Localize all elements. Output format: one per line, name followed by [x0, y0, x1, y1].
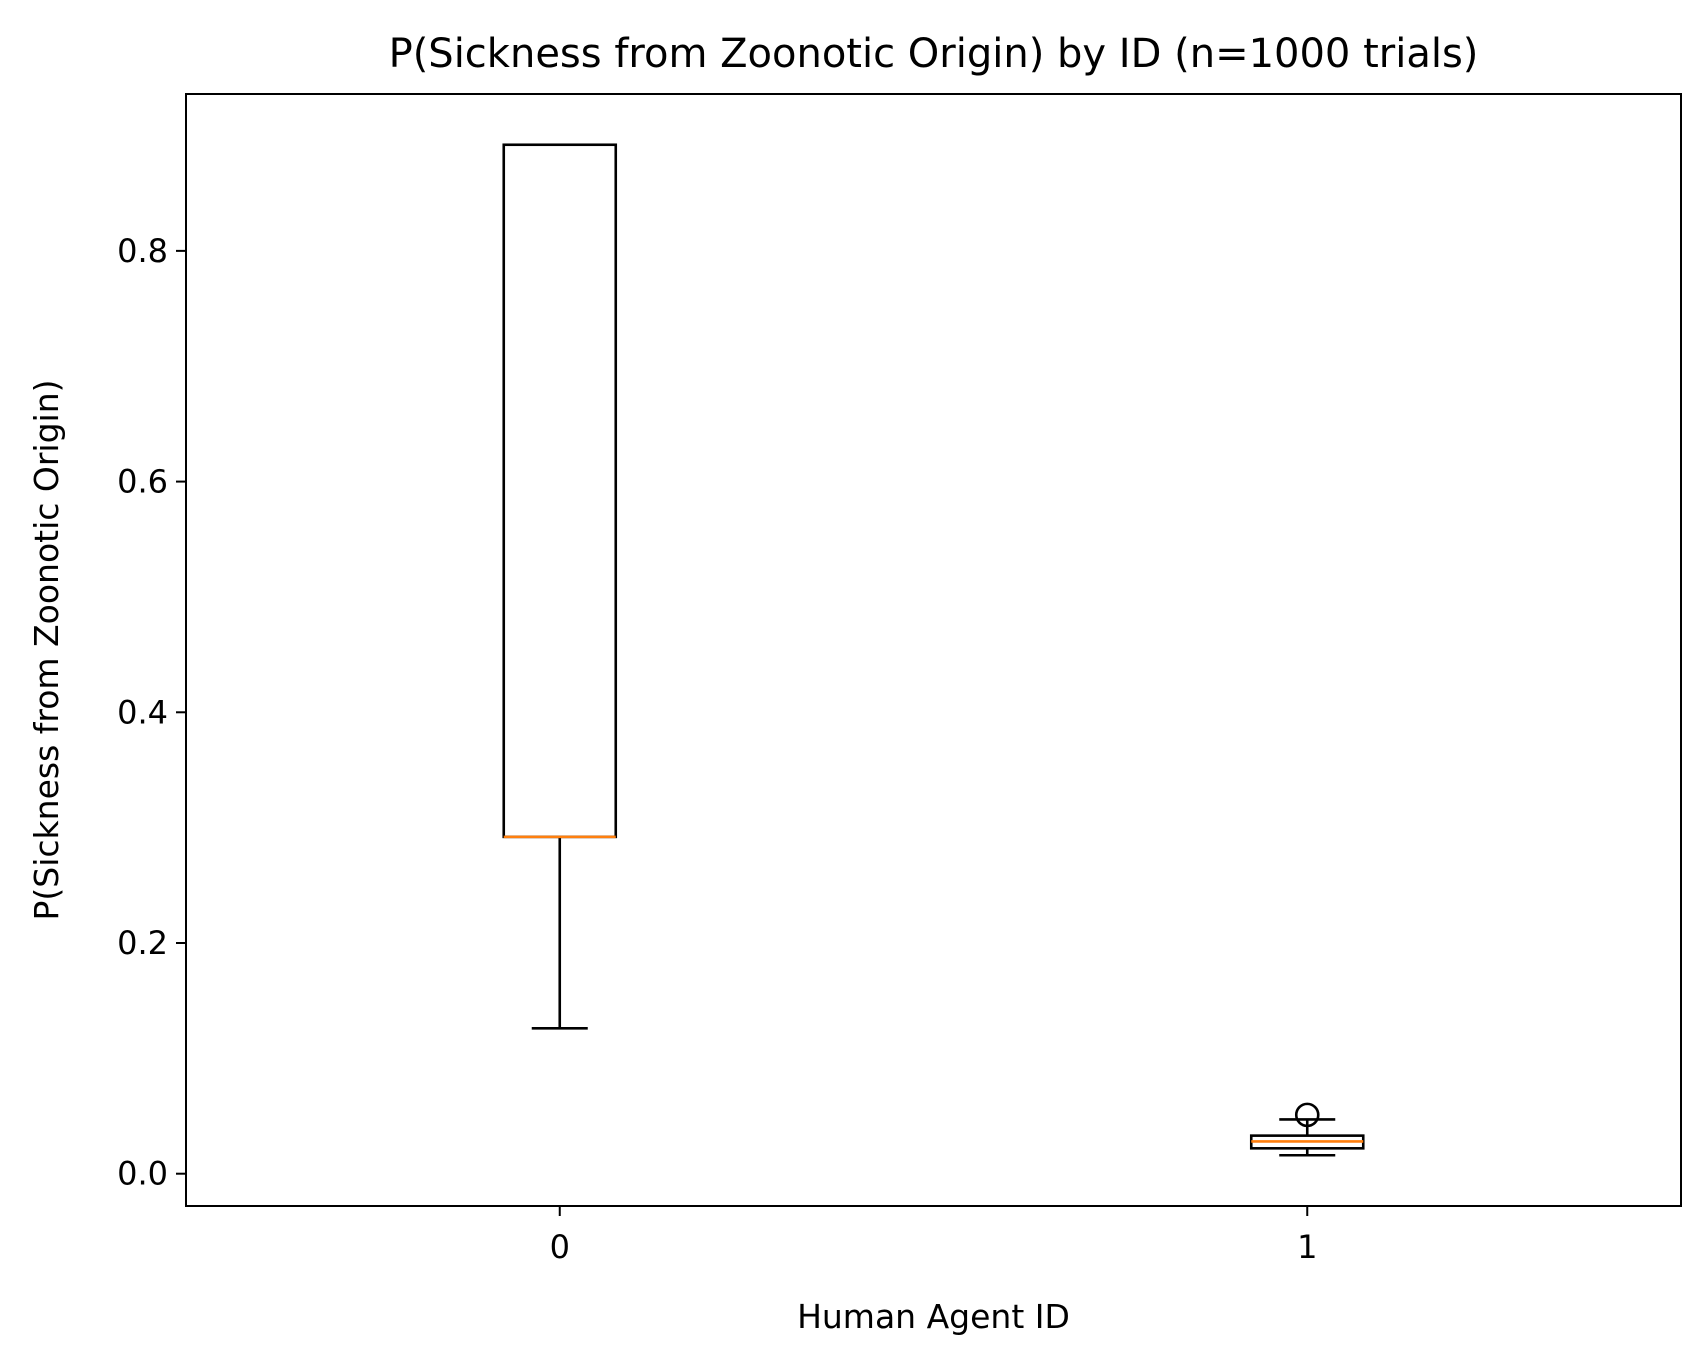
y-tick-label: 0.8: [117, 232, 168, 270]
y-tick-label: 0.2: [117, 924, 168, 962]
y-axis-ticks: 0.0 0.2 0.4 0.6 0.8: [117, 232, 186, 1193]
y-tick-label: 0.6: [117, 463, 168, 501]
chart-title: P(Sickness from Zoonotic Origin) by ID (…: [389, 31, 1479, 77]
x-tick-label: 1: [1297, 1228, 1317, 1266]
box-plot-1: [1249, 1102, 1365, 1157]
x-tick-label: 0: [550, 1228, 570, 1266]
y-tick-label: 0.4: [117, 693, 168, 731]
axes-frame: [185, 93, 1682, 1207]
y-axis-label: P(Sickness from Zoonotic Origin): [27, 380, 66, 921]
x-axis-label: Human Agent ID: [797, 1297, 1070, 1336]
y-tick-label: 0.0: [117, 1155, 168, 1193]
box-plot-0: [502, 143, 618, 1030]
plot-marks: [502, 143, 1365, 1157]
outlier-point: [1294, 1102, 1320, 1128]
